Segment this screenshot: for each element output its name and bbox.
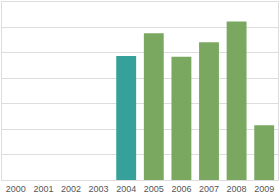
svg-text:2003: 2003 bbox=[89, 184, 109, 194]
svg-text:2008: 2008 bbox=[227, 184, 247, 194]
svg-text:2000: 2000 bbox=[6, 184, 26, 194]
svg-text:2006: 2006 bbox=[171, 184, 191, 194]
svg-text:2002: 2002 bbox=[61, 184, 81, 194]
svg-text:2007: 2007 bbox=[199, 184, 219, 194]
svg-text:2004: 2004 bbox=[116, 184, 136, 194]
svg-text:2001: 2001 bbox=[33, 184, 53, 194]
svg-text:2009: 2009 bbox=[254, 184, 274, 194]
svg-text:2005: 2005 bbox=[144, 184, 164, 194]
